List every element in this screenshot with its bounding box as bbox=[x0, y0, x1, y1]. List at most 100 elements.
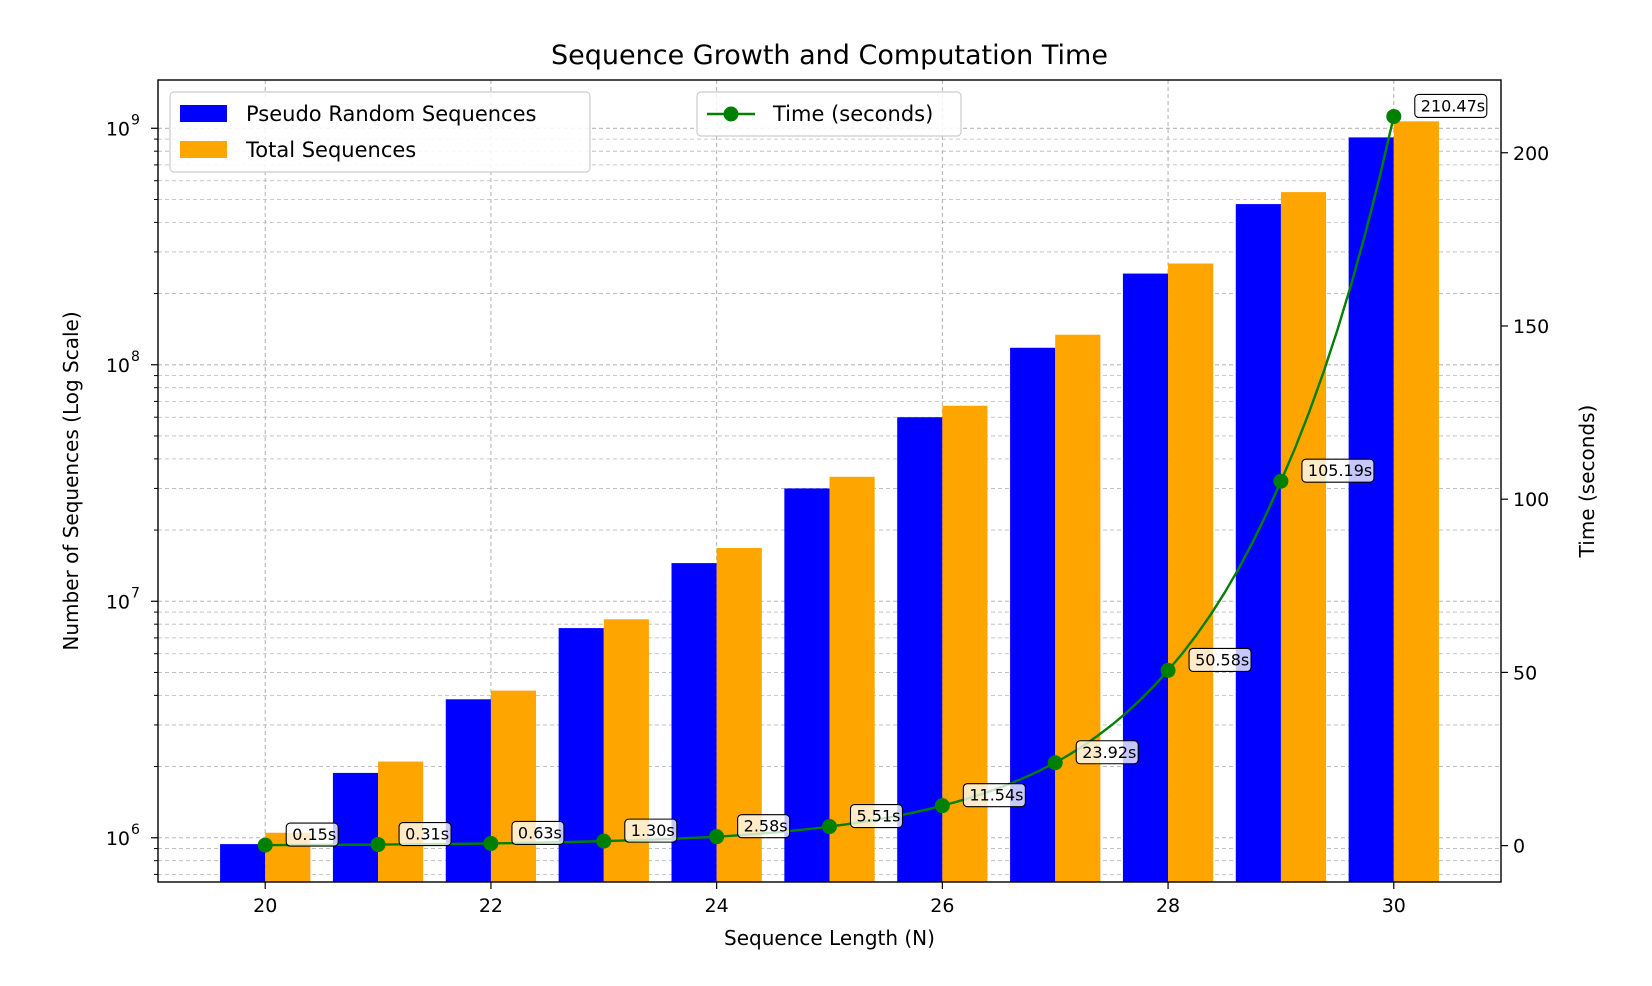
time-annotation-box bbox=[962, 783, 1026, 808]
y2-tick-label: 100 bbox=[1513, 489, 1549, 511]
y2-tick-label: 200 bbox=[1513, 143, 1549, 165]
bar-total bbox=[1280, 192, 1327, 882]
time-annotation: 23.92s bbox=[1075, 740, 1139, 765]
bar-pseudo-random bbox=[332, 772, 379, 882]
y-tick-label: 10 bbox=[106, 828, 130, 850]
y-tick-exponent: 7 bbox=[131, 585, 140, 601]
time-annotation: 11.54s bbox=[962, 783, 1026, 808]
time-marker bbox=[596, 833, 612, 849]
time-annotation-box bbox=[285, 822, 339, 847]
legend-swatch bbox=[180, 141, 227, 158]
time-marker bbox=[1273, 473, 1289, 489]
x-tick-label: 22 bbox=[479, 895, 503, 917]
time-annotation-box bbox=[511, 820, 565, 845]
bar-pseudo-random bbox=[220, 844, 266, 882]
time-annotation: 0.15s bbox=[285, 822, 339, 847]
x-tick-label: 30 bbox=[1382, 895, 1406, 917]
legend-label: Total Sequences bbox=[245, 138, 416, 162]
time-annotation: 0.31s bbox=[398, 822, 452, 847]
bar-pseudo-random bbox=[1122, 273, 1169, 882]
legend-label: Pseudo Random Sequences bbox=[246, 102, 536, 126]
time-marker bbox=[257, 837, 273, 853]
legend-box bbox=[169, 91, 591, 173]
time-annotation-label: 1.30s bbox=[631, 821, 675, 840]
bar-total bbox=[942, 405, 988, 882]
time-marker bbox=[483, 835, 499, 851]
legend-box bbox=[696, 91, 962, 137]
bar-total bbox=[378, 761, 424, 882]
y-tick-label: 10 bbox=[106, 118, 130, 140]
time-annotation: 0.63s bbox=[511, 820, 565, 845]
chart-title: Sequence Growth and Computation Time bbox=[551, 40, 1108, 71]
bar-total bbox=[1168, 263, 1214, 882]
y-tick-exponent: 6 bbox=[131, 822, 140, 838]
legend-marker-swatch bbox=[723, 106, 739, 122]
time-marker bbox=[934, 798, 950, 814]
time-annotation-box bbox=[849, 803, 904, 829]
time-annotations: 0.15s 0.31s 0.63s 1.30s 2.58s 5.51s 11.54s 23.9… bbox=[285, 93, 1488, 847]
bar-pseudo-random bbox=[1348, 137, 1394, 882]
y-tick-exponent: 8 bbox=[131, 349, 140, 365]
y-tick-exponent: 9 bbox=[131, 112, 140, 128]
x-tick-label: 28 bbox=[1156, 895, 1180, 917]
time-marker bbox=[822, 819, 837, 835]
legend-line: Time (seconds) bbox=[696, 91, 962, 137]
y-tick-label: 10 bbox=[106, 355, 130, 377]
bars bbox=[220, 121, 1439, 883]
bar-pseudo-random bbox=[897, 417, 943, 882]
y2-tick-label: 50 bbox=[1513, 662, 1537, 684]
time-annotation-box bbox=[1075, 740, 1139, 765]
legend-bars: Pseudo Random Sequences Total Sequences bbox=[169, 91, 591, 173]
time-annotation-label: 50.58s bbox=[1195, 650, 1249, 669]
y2-axis-label: Time (seconds) bbox=[1575, 405, 1599, 559]
time-marker bbox=[709, 829, 725, 845]
x-tick-label: 26 bbox=[930, 895, 954, 917]
plot-frame bbox=[157, 79, 1502, 883]
y2-tick-label: 150 bbox=[1513, 316, 1549, 338]
time-annotation-box bbox=[624, 818, 678, 843]
y-axis-label: Number of Sequences (Log Scale) bbox=[59, 311, 83, 650]
bar-total bbox=[1055, 334, 1101, 882]
time-annotation: 5.51s bbox=[849, 803, 904, 829]
time-annotation-label: 0.63s bbox=[518, 823, 562, 842]
y2-tick-label: 0 bbox=[1513, 836, 1525, 858]
time-annotation-label: 23.92s bbox=[1082, 743, 1136, 762]
bar-pseudo-random bbox=[1235, 204, 1281, 882]
time-annotation: 210.47s bbox=[1414, 93, 1488, 119]
time-annotation-box bbox=[398, 822, 452, 847]
time-annotation: 2.58s bbox=[737, 814, 791, 839]
time-annotation: 1.30s bbox=[624, 818, 678, 843]
bar-pseudo-random bbox=[445, 699, 491, 882]
time-marker bbox=[1047, 755, 1063, 771]
bar-pseudo-random bbox=[671, 563, 717, 882]
bar-pseudo-random bbox=[784, 488, 830, 882]
time-annotation-label: 5.51s bbox=[857, 807, 901, 826]
time-line-group bbox=[257, 108, 1402, 853]
time-marker bbox=[1386, 108, 1402, 124]
time-marker bbox=[370, 837, 386, 853]
time-annotation-box bbox=[1414, 93, 1488, 119]
time-annotation-box bbox=[1188, 647, 1252, 672]
legend-label: Time (seconds) bbox=[772, 102, 933, 126]
x-axis-label: Sequence Length (N) bbox=[724, 926, 935, 950]
time-annotation: 105.19s bbox=[1301, 458, 1375, 483]
time-annotation-label: 2.58s bbox=[744, 817, 788, 836]
x-tick-label: 20 bbox=[253, 895, 277, 917]
x-tick-label: 24 bbox=[705, 895, 729, 917]
time-annotation-label: 105.19s bbox=[1308, 461, 1372, 480]
time-annotation-label: 0.31s bbox=[405, 825, 449, 844]
legend-swatch bbox=[180, 105, 227, 122]
time-annotation: 50.58s bbox=[1188, 647, 1252, 672]
time-annotation-box bbox=[1301, 458, 1375, 483]
time-marker bbox=[1160, 662, 1176, 678]
time-annotation-label: 0.15s bbox=[292, 825, 336, 844]
y-tick-label: 10 bbox=[106, 591, 130, 613]
bar-total bbox=[1393, 121, 1439, 882]
bar-pseudo-random bbox=[558, 628, 604, 882]
time-annotation-label: 210.47s bbox=[1421, 96, 1485, 115]
time-annotation-label: 11.54s bbox=[969, 786, 1023, 805]
bar-total bbox=[490, 690, 537, 882]
time-annotation-box bbox=[737, 814, 791, 839]
